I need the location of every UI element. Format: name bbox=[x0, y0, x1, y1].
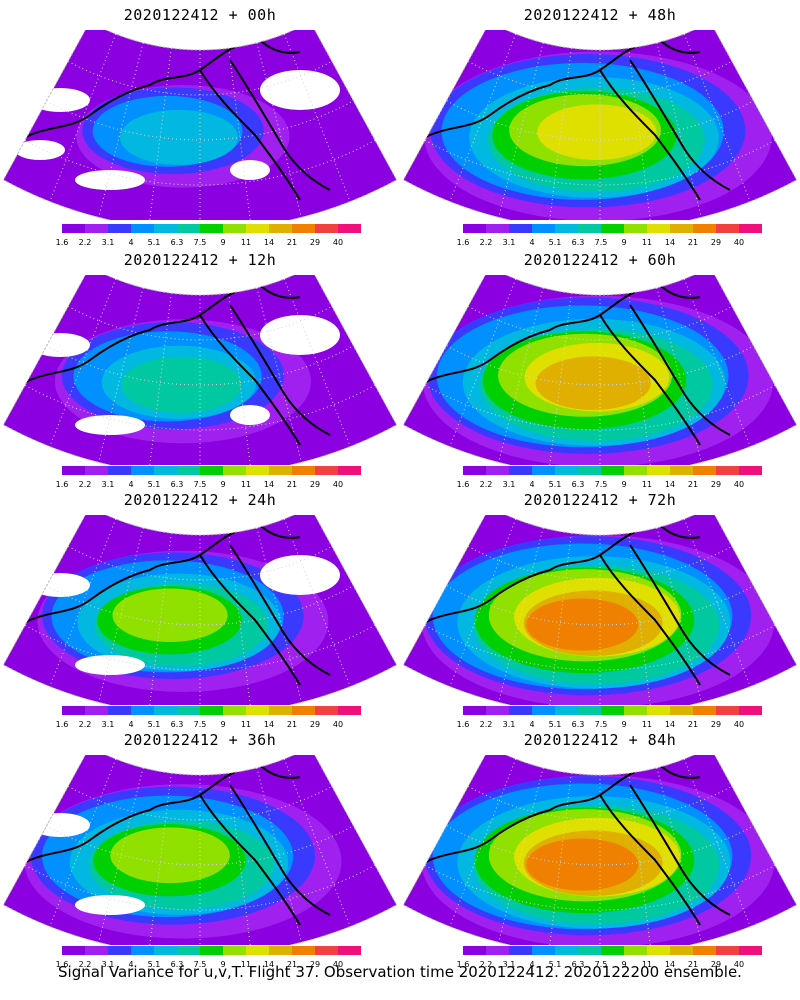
missing-data-area bbox=[75, 655, 145, 675]
field-contour bbox=[537, 104, 657, 160]
map-outline bbox=[402, 275, 798, 465]
latitude-line bbox=[467, 545, 733, 581]
field-contour bbox=[112, 588, 228, 643]
map-outline bbox=[2, 275, 398, 465]
latitude-line bbox=[46, 825, 354, 866]
map-outline bbox=[402, 755, 798, 945]
missing-data-area bbox=[260, 315, 340, 355]
map-plot bbox=[2, 30, 398, 220]
missing-data-area bbox=[75, 415, 145, 435]
missing-data-area bbox=[230, 405, 270, 425]
missing-data-area bbox=[75, 895, 145, 915]
map-plot bbox=[402, 30, 798, 220]
latitude-line bbox=[446, 825, 754, 866]
latitude-line bbox=[46, 100, 354, 141]
latitude-line bbox=[467, 785, 733, 821]
panel-72h: 2020122412 + 72h bbox=[400, 485, 800, 730]
panel-84h: 2020122412 + 84h bbox=[400, 725, 800, 970]
map-plot bbox=[2, 515, 398, 705]
figure-caption: Signal Variance for u,v,T. Flight 37. Ob… bbox=[58, 963, 742, 981]
map-outline bbox=[402, 30, 798, 220]
missing-data-area bbox=[230, 160, 270, 180]
panel-title: 2020122412 + 72h bbox=[523, 491, 677, 509]
panel-00h: 2020122412 + 00h bbox=[0, 0, 400, 245]
panel-12h: 2020122412 + 12h bbox=[0, 245, 400, 490]
field-contour bbox=[535, 356, 651, 411]
panel-title: 2020122412 + 00h bbox=[123, 6, 277, 24]
field-contour bbox=[526, 838, 639, 891]
latitude-line bbox=[446, 585, 754, 626]
map-plot bbox=[2, 275, 398, 465]
panel-title: 2020122412 + 48h bbox=[523, 6, 677, 24]
map-plot bbox=[402, 755, 798, 945]
map-outline bbox=[2, 755, 398, 945]
panel-title: 2020122412 + 12h bbox=[123, 251, 277, 269]
map-outline bbox=[402, 515, 798, 705]
map-plot bbox=[2, 755, 398, 945]
missing-data-area bbox=[260, 70, 340, 110]
missing-data-area bbox=[260, 555, 340, 595]
latitude-line bbox=[467, 60, 733, 96]
map-plot bbox=[402, 275, 798, 465]
missing-data-area bbox=[30, 813, 90, 837]
field-contour bbox=[119, 109, 238, 165]
latitude-line bbox=[67, 305, 333, 341]
panel-48h: 2020122412 + 48h bbox=[400, 0, 800, 245]
latitude-line bbox=[446, 100, 754, 141]
map-plot bbox=[402, 515, 798, 705]
missing-data-area bbox=[30, 333, 90, 357]
missing-data-area bbox=[75, 170, 145, 190]
field-contour bbox=[110, 827, 230, 884]
field-contour bbox=[121, 356, 242, 414]
panel-title: 2020122412 + 36h bbox=[123, 731, 277, 749]
panel-60h: 2020122412 + 60h bbox=[400, 245, 800, 490]
latitude-line bbox=[67, 60, 333, 96]
missing-data-area bbox=[15, 140, 65, 160]
panel-title: 2020122412 + 24h bbox=[123, 491, 277, 509]
latitude-line bbox=[67, 545, 333, 581]
panel-title: 2020122412 + 84h bbox=[523, 731, 677, 749]
map-outline bbox=[2, 515, 398, 705]
latitude-line bbox=[446, 345, 754, 386]
latitude-line bbox=[67, 785, 333, 821]
latitude-line bbox=[46, 345, 354, 386]
field-contour bbox=[526, 598, 639, 651]
panel-24h: 2020122412 + 24h bbox=[0, 485, 400, 730]
map-outline bbox=[2, 30, 398, 220]
panel-title: 2020122412 + 60h bbox=[523, 251, 677, 269]
latitude-line bbox=[46, 585, 354, 626]
missing-data-area bbox=[30, 88, 90, 112]
panel-36h: 2020122412 + 36h bbox=[0, 725, 400, 970]
missing-data-area bbox=[30, 573, 90, 597]
latitude-line bbox=[467, 305, 733, 341]
